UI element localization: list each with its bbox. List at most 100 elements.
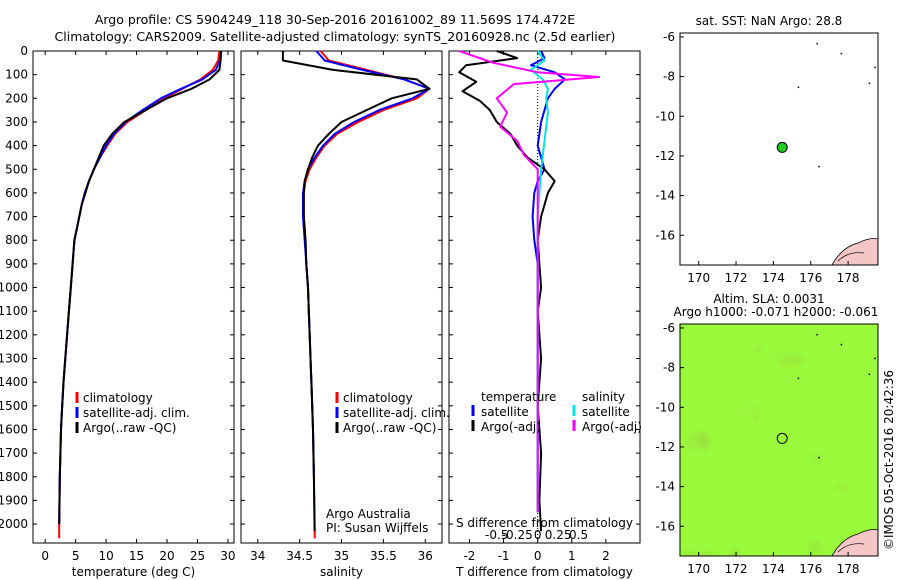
x-axis-label: T difference from climatology <box>455 565 633 579</box>
y-tick-label: 1100 <box>0 304 28 318</box>
legend-label-argo: Argo(..raw -QC) <box>343 421 436 435</box>
y-tick-label: 1300 <box>0 352 28 366</box>
y-tick-label: 300 <box>5 115 28 129</box>
y-tick-label: -6 <box>663 30 675 44</box>
x-tick-label: 0 <box>41 549 49 563</box>
y-tick-label: 600 <box>5 186 28 200</box>
map-sla_map: 170 172 174 176 178 -6 -8 -10 -12 -14 -16 Altim. SL… <box>655 292 879 576</box>
x-axis-label: salinity <box>320 565 363 579</box>
difference-legend: temperature salinitysatelliteArgo(-adj)sa… <box>471 390 642 434</box>
x-tick-label: 35.5 <box>370 549 397 563</box>
series-line-climatology <box>58 50 221 539</box>
argo-position-marker <box>776 141 788 153</box>
legend-label-climatology: climatology <box>83 391 153 405</box>
legend-label-t-argo: Argo(-adj) <box>481 420 541 434</box>
x-tick-label: 5 <box>72 549 80 563</box>
y-tick-label: 1700 <box>0 446 28 460</box>
legend-label-argo: Argo(..raw -QC) <box>83 421 176 435</box>
panel-temperature: 0 5 10 15 20 25 300100200300400500600700800900… <box>0 44 236 579</box>
y-tick-label: 1500 <box>0 399 28 413</box>
island-dot <box>797 86 800 89</box>
sla-field <box>680 324 878 556</box>
x-tick-label: 178 <box>837 271 860 285</box>
x-tick-label: 30 <box>220 549 235 563</box>
island-dot <box>818 165 820 168</box>
y-tick-label: -6 <box>663 321 675 335</box>
island-dot <box>868 373 871 376</box>
island-dot <box>840 343 843 346</box>
y-tick-label: -10 <box>655 109 675 123</box>
x-tick-label: 176 <box>799 271 822 285</box>
series-line-satellite-adj-clim- <box>58 50 222 525</box>
legend-label-s-argo: Argo(-adj) <box>582 420 642 434</box>
legend-label-satellite: satellite-adj. clim. <box>83 406 190 420</box>
y-tick-label: -10 <box>655 400 675 414</box>
y-tick-label: 400 <box>5 139 28 153</box>
island-shape <box>831 529 878 556</box>
y-tick-label: 1000 <box>0 281 28 295</box>
legend-title-salinity: salinity <box>582 390 625 404</box>
y-tick-label: 1900 <box>0 493 28 507</box>
timestamp-stamp: ©IMOS 05-Oct-2016 20:42:36 <box>882 370 896 550</box>
y-tick-label: -16 <box>655 519 675 533</box>
y-tick-label: 1400 <box>0 375 28 389</box>
panel-salinity: 34 34.5 35 35.5 36 salinity <box>240 50 443 579</box>
top-x-tick-label: 0.5 <box>569 528 588 542</box>
map-title: Altim. SLA: 0.0031 <box>713 292 824 306</box>
x-tick-label: 20 <box>159 549 174 563</box>
x-tick-label: 176 <box>799 562 822 576</box>
island-dot <box>874 357 876 360</box>
island-dot <box>840 52 843 55</box>
x-tick-label: 1 <box>568 549 576 563</box>
y-tick-label: 1200 <box>0 328 28 342</box>
coast-line <box>837 252 865 262</box>
x-tick-label: 170 <box>687 271 710 285</box>
legend-label-satellite: satellite-adj. clim. <box>343 406 450 420</box>
y-tick-label: -8 <box>663 361 675 375</box>
panel-difference: -2 -1 0 1 2 -0.5-0.25 0 0.250.5S difference fro… <box>448 50 641 579</box>
y-tick-label: 200 <box>5 91 28 105</box>
x-tick-label: 174 <box>762 562 785 576</box>
y-tick-label: 1600 <box>0 422 28 436</box>
panel-frame <box>448 50 641 544</box>
top-x-tick-label: -0.5 <box>485 528 508 542</box>
x-tick-label: 10 <box>98 549 113 563</box>
top-axis-label: S difference from climatology <box>456 516 633 530</box>
y-tick-label: 100 <box>5 68 28 82</box>
y-tick-label: 2000 <box>0 517 28 531</box>
y-tick-label: 800 <box>5 233 28 247</box>
panel-frame <box>240 50 443 544</box>
x-tick-label: 25 <box>190 549 205 563</box>
legend-title-temperature: temperature <box>481 390 556 404</box>
top-x-tick-label: 0.25 <box>545 528 572 542</box>
top-x-tick-label: 0 <box>534 528 542 542</box>
y-tick-label: 500 <box>5 162 28 176</box>
series-line-temperature-argo-adj- <box>458 50 556 532</box>
climatology-title: Climatology: CARS2009. Satellite-adjuste… <box>54 29 616 44</box>
series-line-argo-raw-qc- <box>58 50 223 525</box>
legend-label-s-satellite: satellite <box>582 405 630 419</box>
y-tick-label: -12 <box>655 440 675 454</box>
x-tick-label: 0 <box>534 549 542 563</box>
island-shape <box>831 238 878 265</box>
credit-org: Argo Australia <box>326 507 411 521</box>
series-line-salinity-argo-adj- <box>458 50 601 513</box>
legend-label-climatology: climatology <box>343 391 413 405</box>
y-tick-label: -16 <box>655 228 675 242</box>
y-tick-label: -12 <box>655 149 675 163</box>
x-tick-label: 172 <box>725 562 748 576</box>
map-sst_map: 170 172 174 176 178 -6 -8 -10 -12 -14 -16 sat. SST:… <box>655 14 879 285</box>
coast-line <box>837 543 865 553</box>
panel-frame <box>32 50 235 544</box>
argo-position-marker <box>776 432 788 444</box>
x-axis-label: temperature (deg C) <box>72 565 195 579</box>
y-tick-label: -14 <box>655 189 675 203</box>
credit-pi: PI: Susan Wijffels <box>326 521 428 535</box>
x-tick-label: 174 <box>762 271 785 285</box>
map-frame <box>679 323 879 557</box>
x-tick-label: 2 <box>602 549 610 563</box>
island-dot <box>797 377 800 380</box>
y-tick-label: 1800 <box>0 470 28 484</box>
island-dot <box>874 66 876 69</box>
